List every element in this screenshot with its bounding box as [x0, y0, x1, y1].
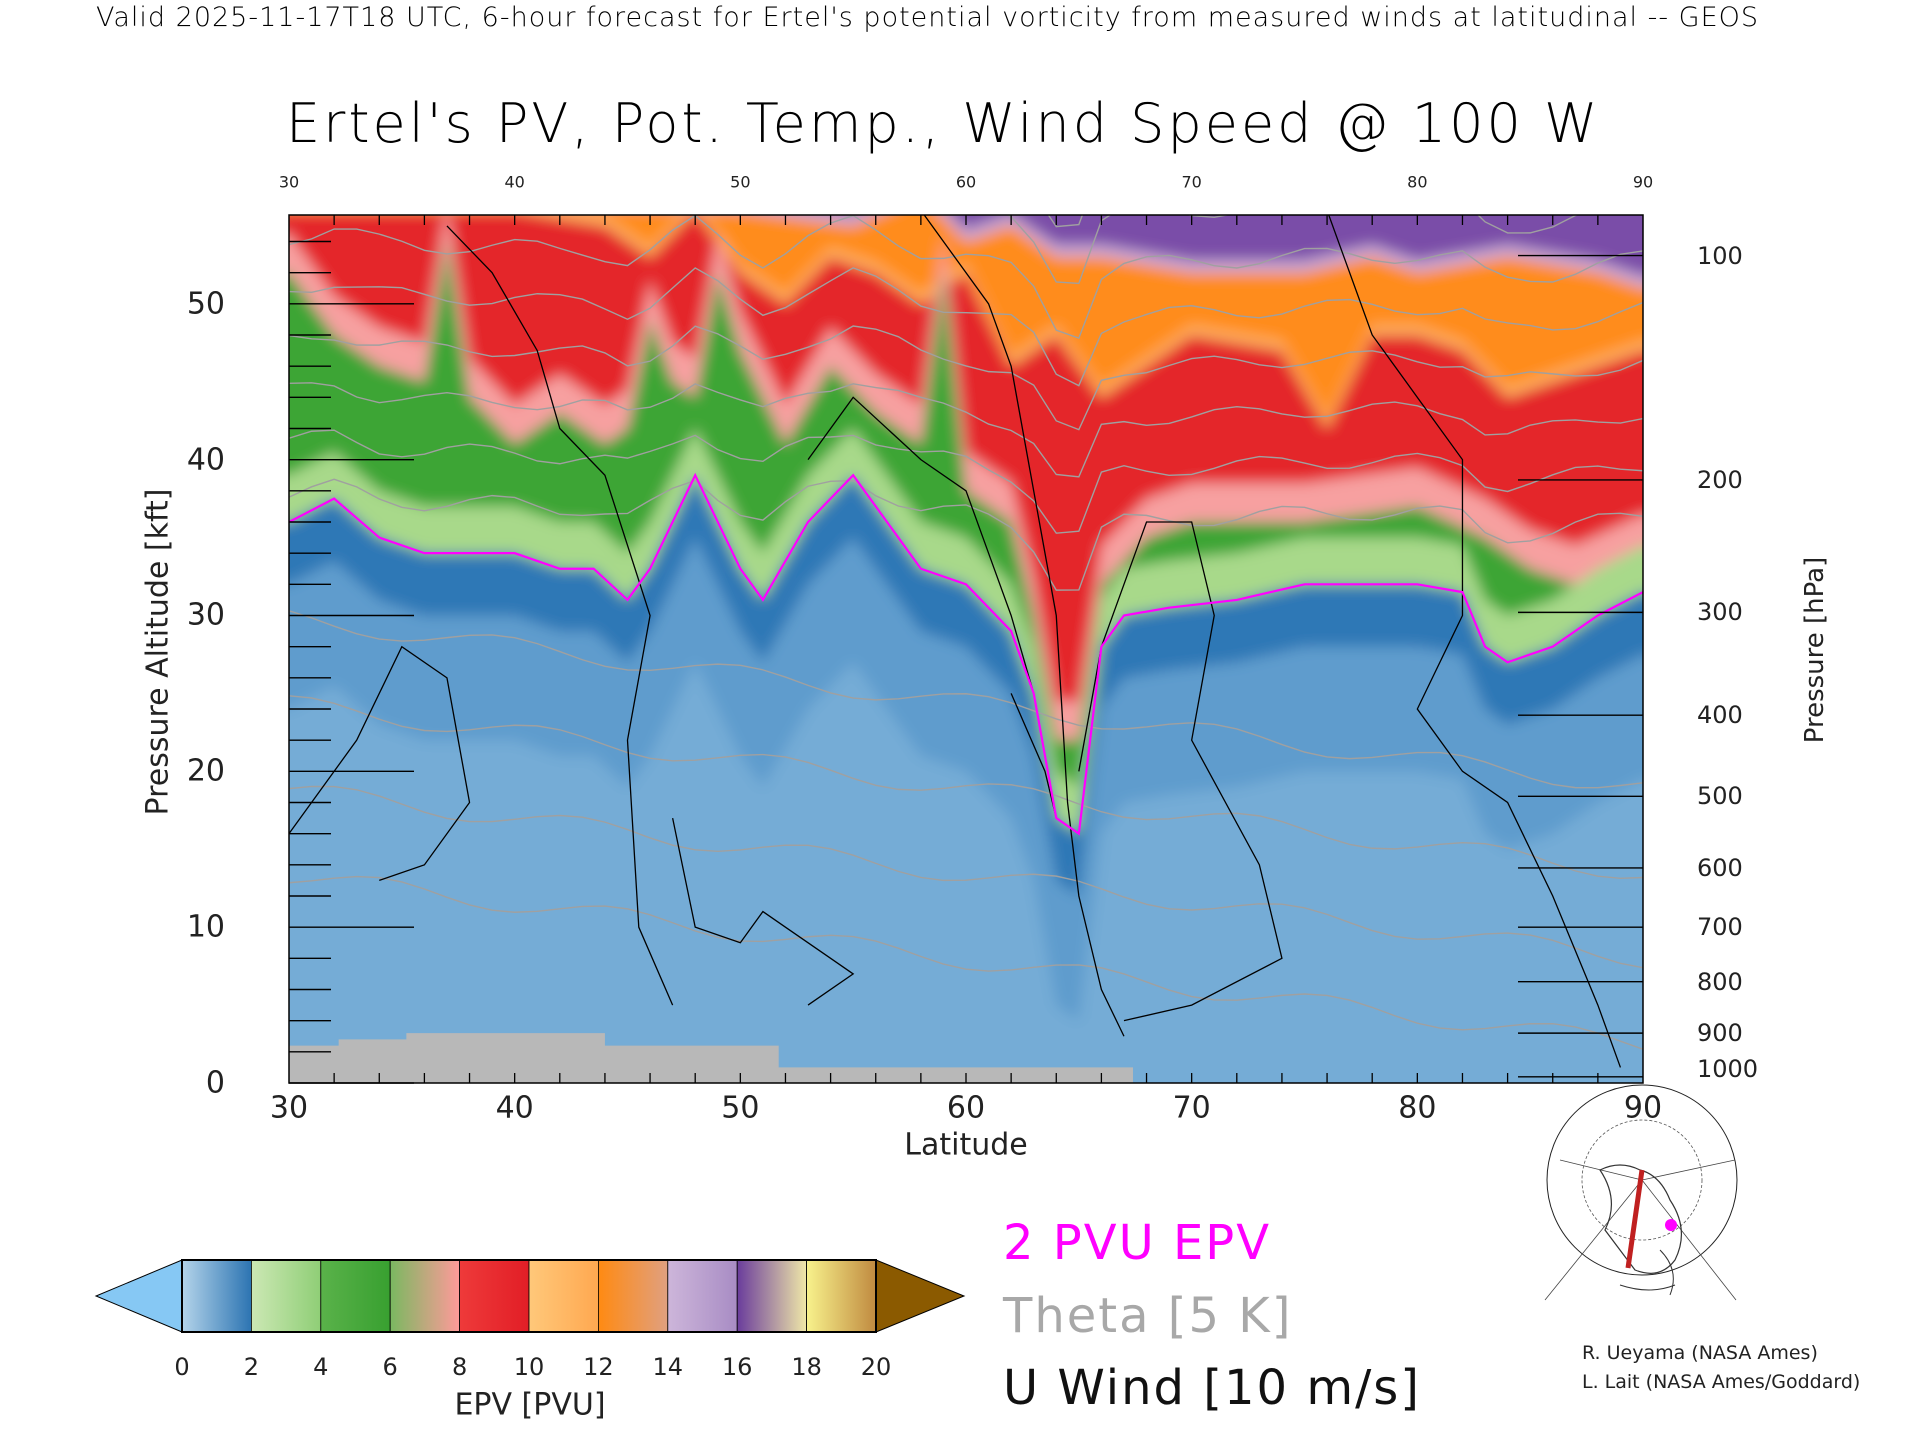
- theta-isentrope: [289, 215, 1643, 339]
- locator-map: [1542, 1084, 1739, 1302]
- top-x-tick-label: 40: [504, 172, 525, 192]
- y2-axis-title: Pressure [hPa]: [1800, 556, 1830, 744]
- plot-frame: [288, 214, 1644, 1084]
- pressure-tick-label: 100: [1697, 241, 1743, 270]
- x-axis-title: Latitude: [904, 1127, 1028, 1163]
- y-tick-label: 40: [186, 442, 225, 478]
- x-tick-label: 50: [721, 1090, 760, 1126]
- pressure-tick-label: 200: [1697, 465, 1743, 494]
- theta-isentrope: [289, 267, 1643, 387]
- colorbar: [94, 1259, 966, 1333]
- colorbar-tick-label: 2: [243, 1353, 260, 1381]
- colorbar-segment: [320, 1259, 391, 1333]
- top-x-tick-label: 80: [1407, 172, 1428, 192]
- y-tick-label: 10: [186, 909, 225, 945]
- theta-isentrope: [289, 325, 1643, 431]
- x-tick-label: 70: [1172, 1090, 1211, 1126]
- theta-isentrope: [289, 875, 1643, 1050]
- colorbar-frame: [181, 1259, 877, 1333]
- colorbar-tick-label: 12: [583, 1353, 614, 1381]
- colorbar-tick-label: 8: [451, 1353, 468, 1381]
- theta-isentrope: [289, 695, 1643, 880]
- pressure-tick-label: 700: [1697, 913, 1743, 942]
- pressure-tick-label: 1000: [1697, 1054, 1759, 1083]
- colorbar-tick-label: 10: [513, 1353, 545, 1381]
- colorbar-title: EPV [PVU]: [454, 1387, 606, 1423]
- pressure-tick-label: 900: [1697, 1019, 1743, 1048]
- u-wind-contour: [671, 817, 855, 1006]
- colorbar-over-arrow: [875, 1259, 966, 1333]
- u-wind-contour: [923, 215, 1125, 1037]
- colorbar-segment: [598, 1259, 669, 1333]
- u-wind-contour: [807, 396, 1057, 819]
- top-x-tick-label: 30: [278, 172, 300, 192]
- location-marker: [1665, 1219, 1677, 1231]
- top-x-tick-label: 70: [1181, 172, 1202, 192]
- legend-theta: Theta [5 K]: [1003, 1288, 1293, 1344]
- x-tick-label: 30: [269, 1090, 309, 1126]
- pressure-tick-label: 300: [1697, 598, 1743, 627]
- legend-u-wind: U Wind [10 m/s]: [1003, 1360, 1422, 1416]
- theta-isentrope: [289, 20, 1643, 120]
- epv-field: [289, 215, 1643, 1083]
- colorbar-segment: [250, 1259, 322, 1333]
- colorbar-tick-label: 4: [313, 1353, 329, 1381]
- colorbar-tick-label: 14: [652, 1353, 684, 1381]
- colorbar-segment: [459, 1259, 530, 1333]
- credit-line: L. Lait (NASA Ames/Goddard): [1582, 1371, 1861, 1393]
- u-wind-contour: [1078, 521, 1283, 1022]
- credit-line: R. Ueyama (NASA Ames): [1582, 1342, 1818, 1364]
- colorbar-tick-label: 16: [721, 1353, 753, 1381]
- colorbar-segment: [181, 1259, 252, 1333]
- tropopause-2pvu-line: [289, 472, 1643, 836]
- x-tick-label: 80: [1398, 1090, 1437, 1126]
- theta-isentrope: [289, 785, 1643, 969]
- top-x-tick-label: 50: [730, 172, 751, 192]
- colorbar-segment: [667, 1259, 738, 1333]
- u-wind-contour: [446, 225, 674, 1006]
- x-tick-label: 60: [946, 1090, 986, 1126]
- colorbar-segment: [736, 1259, 808, 1333]
- theta-isentrope: [289, 73, 1643, 169]
- colorbar-tick-label: 18: [791, 1353, 822, 1381]
- pressure-tick-label: 400: [1697, 701, 1743, 730]
- top-x-tick-label: 60: [955, 172, 977, 192]
- x-tick-label: 90: [1623, 1090, 1663, 1126]
- theta-isentrope: [289, 382, 1643, 478]
- theta-isentrope: [289, 610, 1643, 789]
- y-tick-label: 30: [186, 597, 225, 633]
- top-x-tick-label: 90: [1632, 172, 1654, 192]
- theta-isentrope: [289, 429, 1643, 534]
- colorbar-segment: [528, 1259, 599, 1333]
- colorbar-tick-label: 0: [174, 1353, 190, 1381]
- y-axis-title: Pressure Altitude [kft]: [140, 488, 176, 816]
- chart-title: Ertel's PV, Pot. Temp., Wind Speed @ 100…: [286, 92, 1601, 155]
- x-tick-label: 40: [495, 1090, 534, 1126]
- pressure-tick-label: 800: [1697, 967, 1743, 996]
- colorbar-segment: [806, 1259, 877, 1333]
- header-caption: Valid 2025-11-17T18 UTC, 6-hour forecast…: [96, 2, 1760, 33]
- colorbar-tick-label: 6: [382, 1353, 398, 1381]
- u-wind-contour: [1328, 215, 1622, 1068]
- theta-isentrope: [289, 478, 1643, 591]
- pressure-tick-label: 500: [1697, 782, 1743, 811]
- y-tick-label: 20: [186, 753, 225, 789]
- contour-overlay: [289, 20, 1643, 1083]
- colorbar-segment: [389, 1259, 461, 1333]
- terrain-mask: [289, 1033, 1133, 1083]
- epv-layer-light-blue: [289, 662, 1643, 1083]
- pressure-tick-label: 600: [1697, 853, 1743, 882]
- colorbar-under-arrow: [94, 1259, 183, 1333]
- axis-ticks: [289, 215, 1643, 1084]
- cross-section-line: [1625, 1169, 1645, 1269]
- legend-tropopause: 2 PVU EPV: [1003, 1215, 1272, 1271]
- y-tick-label: 50: [186, 286, 225, 322]
- y-tick-label: 0: [205, 1065, 225, 1101]
- u-wind-contour: [289, 645, 471, 882]
- colorbar-tick-label: 20: [860, 1353, 892, 1381]
